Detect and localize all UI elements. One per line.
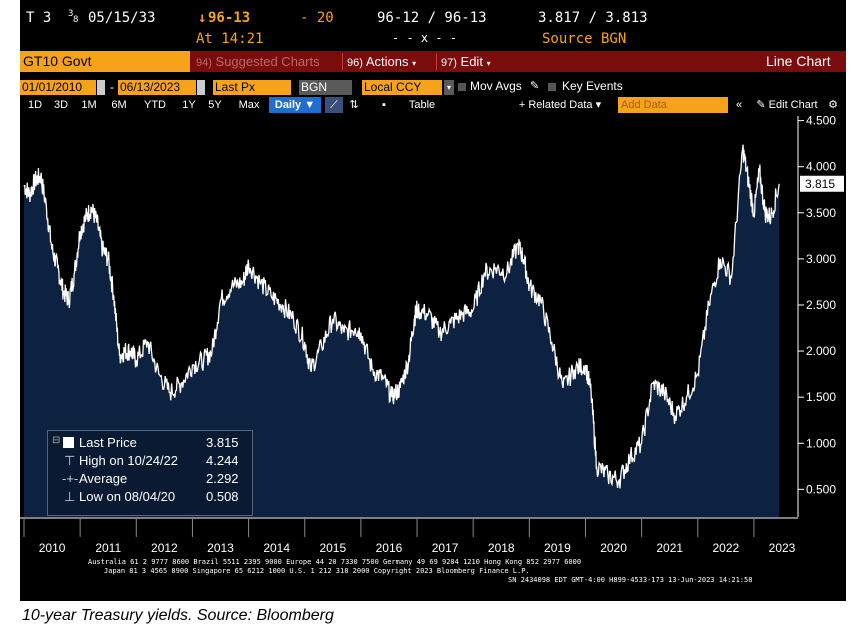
bloomberg-terminal: T 3 3 8 05/15/33 ↓ 96-13 - 20 96-12 / 96… [20,0,846,601]
x-tick-label: 2021 [656,541,683,555]
checkbox-mov-avgs[interactable] [458,83,466,91]
y-tick-label: 1.500 [806,390,836,404]
x-tick-label: 2019 [544,541,571,555]
y-tick-label: 4.000 [806,160,836,174]
caret-down-icon[interactable]: ▾ [444,80,454,95]
period-button-1d[interactable]: 1D [27,99,43,111]
edit-chart-button[interactable]: ✎ Edit Chart [756,99,818,111]
quote-coupon-sup: 3 [68,9,74,19]
y-tick-label: 1.000 [806,436,836,450]
security-field[interactable]: GT10 Govt [20,51,190,72]
chart-legend: ⊟ Last Price 3.815 ⊤ High on 10/24/22 4.… [47,430,253,516]
period-button-max[interactable]: Max [238,99,260,111]
x-tick-label: 2022 [713,541,740,555]
quote-separator: - - x - - [392,31,458,45]
checkbox-key-events[interactable] [548,83,556,91]
period-button-5y[interactable]: 5Y [208,99,222,111]
quote-coupon-sub: 8 [73,15,79,25]
legend-low: ⊥ Low on 08/04/20 0.508 [64,489,239,504]
quote-change: - 20 [300,10,334,26]
x-tick-label: 2015 [319,541,346,555]
edit-button[interactable]: 97) Edit ▾ [436,53,495,70]
series-area [24,144,780,517]
key-events-label: Key Events [562,79,623,93]
x-tick-label: 2016 [376,541,403,555]
calendar-icon[interactable] [97,80,105,95]
quote-yield: 3.817 / 3.813 [538,10,648,26]
quote-price: 96-13 [208,10,251,26]
currency-field[interactable]: Local CCY [362,80,442,95]
bar-chart-icon[interactable]: ⇅ [349,99,359,111]
gear-icon[interactable]: ⚙ [828,99,838,111]
collapse-icon[interactable]: « [735,99,743,111]
source-field[interactable]: BGN [299,80,352,95]
add-data-input[interactable]: Add Data [618,97,728,113]
period-button-3d[interactable]: 3D [53,99,69,111]
y-tick-label: 3.000 [806,252,836,266]
x-tick-label: 2018 [488,541,515,555]
footer-contacts-1: Australia 61 2 9777 8600 Brazil 5511 239… [88,558,582,566]
y-tick-label: 2.500 [806,298,836,312]
start-date-field[interactable]: 01/01/2010 [20,80,96,95]
last-value-label: 3.815 [805,177,835,191]
quote-time: At 14:21 [196,31,264,47]
average-marker-icon: -+- [62,471,79,486]
quote-maturity: 05/15/33 [88,10,156,26]
date-dash: - [110,80,114,94]
table-button[interactable]: Table [408,99,436,111]
y-tick-label: 2.000 [806,344,836,358]
legend-tree-icon: ⊟ [52,435,61,446]
period-button-6m[interactable]: 6M [111,99,127,111]
footer-session: SN 2434098 EDT GMT-4:00 H899-4533-173 13… [508,576,753,584]
y-tick-label: 3.500 [806,206,836,220]
chart-type-label[interactable]: Line Chart [766,53,831,69]
quote-ticker: T 3 [26,10,52,26]
related-data-button[interactable]: + Related Data ▾ [518,99,602,111]
low-marker-icon: ⊥ [64,489,76,504]
period-button-1y[interactable]: 1Y [182,99,196,111]
x-tick-label: 2010 [39,541,66,555]
mov-avgs-label: Mov Avgs [470,79,522,93]
x-tick-label: 2014 [263,541,290,555]
x-tick-label: 2017 [432,541,459,555]
yield-chart: 4.500 4.000 3.500 3.000 2.500 2.000 1.500 1.000… [20,114,844,555]
dropdown-dot-icon[interactable]: ▪ [382,99,386,111]
actions-button[interactable]: 96) Actions ▾ [342,53,420,70]
caret-down-icon: ▾ [486,59,491,68]
last-value-box [800,175,844,192]
frequency-dropdown[interactable]: Daily ▼ [269,97,321,113]
series-line [23,144,780,489]
end-date-field[interactable]: 06/13/2023 [118,80,196,95]
legend-average: -+- Average 2.292 [62,471,239,486]
legend-high: ⊤ High on 10/24/22 4.244 [64,453,239,468]
y-tick-label: 4.500 [806,114,836,128]
quote-source: Source BGN [542,31,627,47]
x-tick-label: 2013 [207,541,234,555]
footer-contacts-2: Japan 81 3 4565 8900 Singapore 65 6212 1… [104,567,530,575]
field-selector[interactable]: Last Px [213,80,291,95]
x-tick-label: 2020 [600,541,627,555]
suggested-charts-button[interactable]: 94) Suggested Charts [196,54,320,69]
pencil-icon[interactable]: ✎ [530,80,540,92]
x-tick-label: 2012 [151,541,178,555]
high-marker-icon: ⊤ [64,453,76,468]
chart-toolbar [20,51,846,72]
legend-last-price: ⊟ Last Price 3.815 [52,435,239,450]
line-chart-icon[interactable]: ⟋ [325,97,343,113]
figure-caption: 10-year Treasury yields. Source: Bloombe… [22,607,334,624]
y-tick-label: 0.500 [806,482,836,496]
calendar-icon[interactable] [197,80,205,95]
period-button-1m[interactable]: 1M [81,99,97,111]
caret-down-icon: ▾ [412,59,417,68]
down-arrow-icon: ↓ [198,10,207,26]
legend-swatch [63,437,74,448]
quote-bid-ask: 96-12 / 96-13 [377,10,487,26]
period-button-ytd[interactable]: YTD [144,99,166,111]
x-tick-label: 2023 [769,541,796,555]
x-tick-label: 2011 [95,541,121,555]
